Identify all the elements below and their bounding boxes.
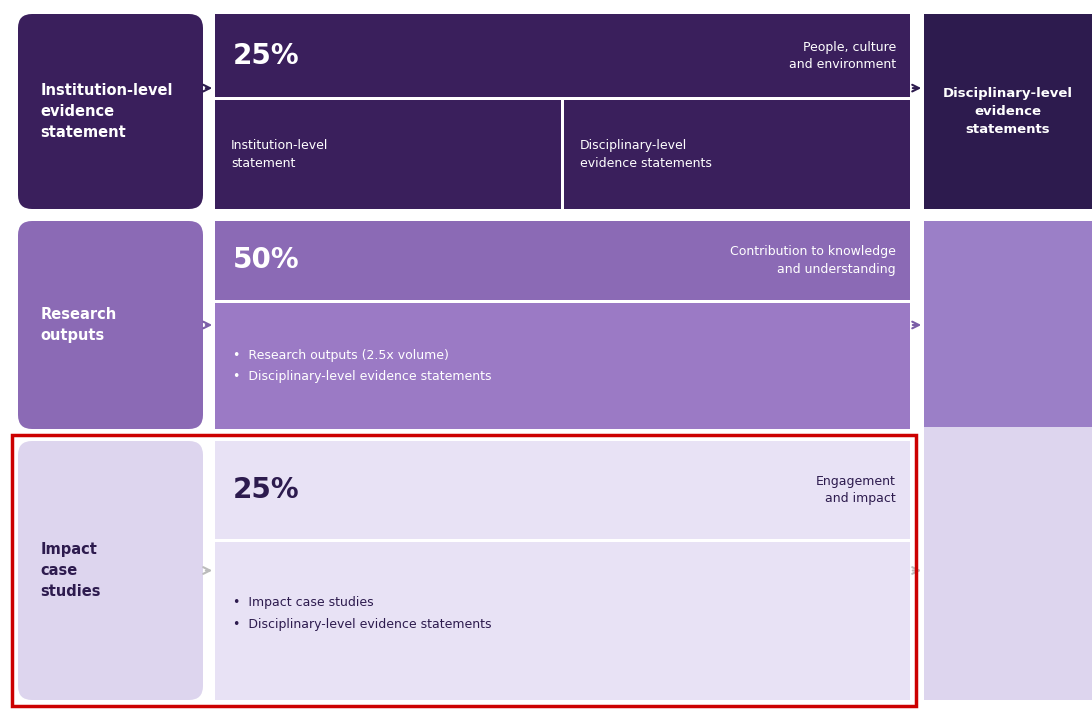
- Bar: [215, 441, 910, 539]
- Text: 25%: 25%: [233, 476, 299, 504]
- Text: Research
outputs: Research outputs: [40, 307, 117, 343]
- Text: Disciplinary-level
evidence
statements: Disciplinary-level evidence statements: [943, 87, 1073, 136]
- Text: Impact
case
studies: Impact case studies: [40, 542, 100, 599]
- Text: Institution-level
evidence
statement: Institution-level evidence statement: [40, 83, 173, 140]
- Text: 50%: 50%: [233, 246, 299, 274]
- Text: Contribution to knowledge
and understanding: Contribution to knowledge and understand…: [731, 246, 897, 276]
- Text: Engagement
and impact: Engagement and impact: [816, 475, 897, 505]
- Text: Disciplinary-level
evidence statements: Disciplinary-level evidence statements: [580, 139, 712, 170]
- Text: 25%: 25%: [233, 41, 299, 69]
- FancyBboxPatch shape: [17, 14, 203, 209]
- Bar: [215, 542, 910, 700]
- Bar: [924, 14, 1092, 209]
- Bar: [215, 221, 910, 300]
- Bar: [12, 435, 916, 706]
- Text: •  Research outputs (2.5x volume)
•  Disciplinary-level evidence statements: • Research outputs (2.5x volume) • Disci…: [233, 349, 491, 383]
- Bar: [215, 100, 561, 209]
- Bar: [215, 303, 910, 429]
- Text: People, culture
and environment: People, culture and environment: [788, 41, 897, 71]
- Text: Institution-level
statement: Institution-level statement: [232, 139, 329, 170]
- FancyBboxPatch shape: [17, 441, 203, 700]
- Bar: [215, 14, 910, 97]
- Bar: [924, 221, 1092, 429]
- Text: •  Impact case studies
•  Disciplinary-level evidence statements: • Impact case studies • Disciplinary-lev…: [233, 595, 491, 630]
- FancyBboxPatch shape: [17, 221, 203, 429]
- Bar: [563, 100, 910, 209]
- Bar: [924, 427, 1092, 700]
